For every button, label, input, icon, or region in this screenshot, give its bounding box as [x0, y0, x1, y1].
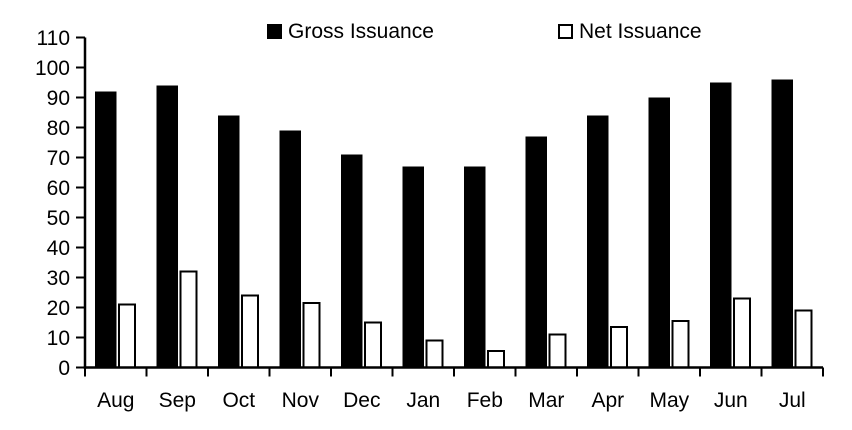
gross-bar-apr — [587, 115, 609, 368]
net-bar-mar — [548, 333, 567, 369]
gross-bar-aug — [95, 91, 117, 368]
x-axis-label-apr: Apr — [591, 389, 624, 412]
gross-bar-mar — [525, 136, 547, 368]
gross-bar-may — [648, 97, 670, 368]
gross-bar-nov — [279, 130, 301, 368]
y-axis-label-70: 70 — [47, 147, 70, 170]
y-axis-label-30: 30 — [47, 267, 70, 290]
legend-label-net-issuance: Net Issuance — [579, 20, 702, 43]
y-axis-label-100: 100 — [35, 57, 70, 80]
net-bar-jun — [733, 297, 751, 369]
gross-bar-jun — [710, 82, 732, 368]
y-axis-label-20: 20 — [47, 297, 70, 320]
net-bar-feb — [487, 350, 505, 369]
y-axis-label-110: 110 — [37, 27, 70, 50]
filled-square-icon — [267, 24, 282, 39]
y-axis-label-90: 90 — [47, 87, 70, 110]
x-axis-label-feb: Feb — [467, 389, 503, 412]
net-bar-jan — [425, 339, 444, 369]
x-axis-label-dec: Dec — [343, 389, 380, 412]
gross-bar-sep — [156, 85, 178, 368]
x-axis-label-mar: Mar — [528, 389, 564, 412]
net-bar-nov — [302, 302, 321, 369]
legend-label-gross-issuance: Gross Issuance — [288, 20, 434, 43]
net-bar-aug — [118, 303, 136, 369]
y-axis-label-60: 60 — [47, 177, 70, 200]
x-axis-label-jul: Jul — [779, 389, 806, 412]
x-axis-label-sep: Sep — [159, 389, 196, 412]
x-axis-label-nov: Nov — [282, 389, 320, 412]
net-bar-may — [671, 320, 690, 369]
net-bar-jul — [794, 309, 813, 369]
x-axis-label-may: May — [649, 389, 689, 412]
gross-bar-dec — [341, 154, 363, 368]
gross-bar-jan — [402, 166, 424, 368]
legend-item-gross-issuance: Gross Issuance — [267, 21, 434, 42]
x-axis-label-oct: Oct — [222, 389, 255, 412]
gross-bar-jul — [771, 79, 793, 368]
x-axis-label-aug: Aug — [97, 389, 134, 412]
y-axis-label-40: 40 — [47, 237, 70, 260]
y-axis-label-0: 0 — [58, 357, 70, 380]
y-axis-label-10: 10 — [47, 327, 70, 350]
x-axis-label-jan: Jan — [406, 389, 440, 412]
net-bar-apr — [610, 326, 628, 369]
gross-bar-feb — [464, 166, 486, 368]
open-square-icon — [558, 24, 573, 39]
legend-item-net-issuance: Net Issuance — [558, 21, 702, 42]
y-axis-label-80: 80 — [47, 117, 70, 140]
net-bar-dec — [364, 321, 382, 369]
net-bar-oct — [241, 294, 259, 369]
x-axis-label-jun: Jun — [714, 389, 748, 412]
net-bar-sep — [179, 270, 198, 369]
y-axis-label-50: 50 — [47, 207, 70, 230]
gross-bar-oct — [218, 115, 240, 368]
